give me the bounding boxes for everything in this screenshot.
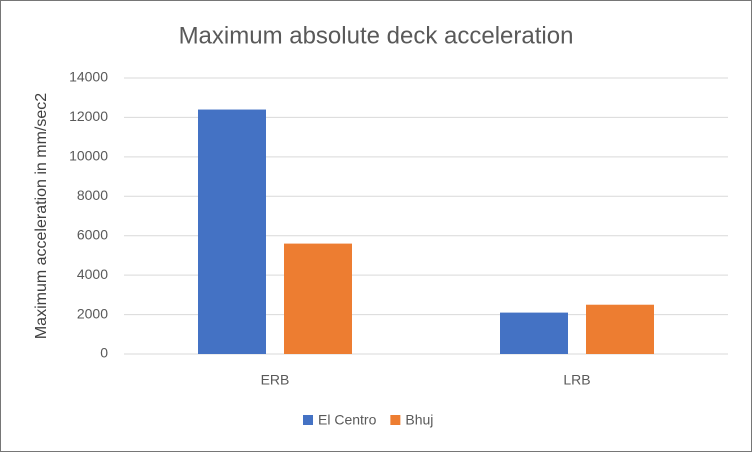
y-tick-label: 14000 (69, 69, 108, 85)
chart-title: Maximum absolute deck acceleration (179, 22, 574, 49)
y-tick-label: 8000 (77, 187, 108, 203)
y-tick-label: 6000 (77, 226, 108, 242)
legend-swatch (303, 415, 313, 425)
y-tick-label: 0 (100, 345, 108, 361)
bar (586, 304, 654, 354)
bar (198, 109, 266, 355)
bar (500, 312, 568, 354)
y-tick-label: 10000 (69, 148, 108, 164)
y-tick-label: 12000 (69, 108, 108, 124)
legend-swatch (390, 415, 401, 425)
y-tick-label: 4000 (77, 266, 108, 282)
y-tick-label: 2000 (77, 305, 108, 321)
x-tick-label: LRB (563, 372, 590, 388)
legend-label: El Centro (318, 412, 377, 428)
x-tick-label: ERB (261, 372, 290, 388)
legend-label: Bhuj (405, 412, 433, 428)
y-axis-title: Maximum acceleration in mm/sec2 (33, 93, 50, 339)
bar (284, 243, 352, 354)
